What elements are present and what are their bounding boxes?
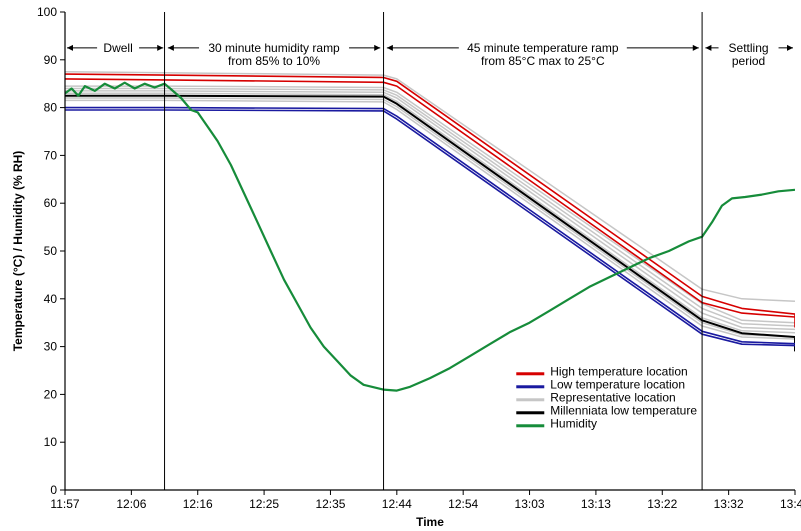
legend-label: Representative location — [550, 390, 675, 404]
x-tick-label: 13:03 — [515, 497, 545, 511]
x-tick-label: 12:25 — [249, 497, 279, 511]
chart-svg: 11:57 12:06 12:16 12:25 12:35 12:44 12:54 13:03… — [0, 0, 801, 531]
x-axis-label: Time — [416, 515, 444, 529]
annotation-text: Dwell — [103, 41, 132, 55]
y-tick-label: 60 — [44, 196, 58, 210]
y-tick-label: 10 — [44, 435, 58, 449]
annotation-text: Settling — [729, 41, 769, 55]
legend-swatch — [516, 424, 544, 427]
y-tick-label: 100 — [37, 5, 57, 19]
x-tick-label: 12:44 — [382, 497, 412, 511]
legend-swatch — [516, 385, 544, 388]
y-tick-label: 0 — [50, 483, 57, 497]
x-tick-label: 13:42 — [780, 497, 801, 511]
annotation-text: from 85% to 10% — [228, 54, 320, 68]
y-tick-label: 30 — [44, 340, 58, 354]
y-tick-label: 70 — [44, 148, 58, 162]
legend-label: Low temperature location — [550, 377, 685, 391]
x-tick-label: 12:06 — [116, 497, 146, 511]
x-tick-label: 12:16 — [183, 497, 213, 511]
y-tick-label: 80 — [44, 101, 58, 115]
annotation-text: 30 minute humidity ramp — [208, 41, 340, 55]
x-tick-label: 13:13 — [581, 497, 611, 511]
chart-container: 11:57 12:06 12:16 12:25 12:35 12:44 12:54 13:03… — [0, 0, 801, 531]
y-tick-label: 50 — [44, 244, 58, 258]
x-tick-label: 13:22 — [647, 497, 677, 511]
legend-label: Millenniata low temperature — [550, 403, 697, 417]
y-axis-label: Temperature (°C) / Humidity (% RH) — [11, 151, 25, 352]
legend-label: High temperature location — [550, 364, 687, 378]
x-tick-label: 12:54 — [448, 497, 478, 511]
x-tick-label: 11:57 — [50, 497, 79, 511]
legend-label: Humidity — [550, 416, 597, 430]
annotation-text: from 85°C max to 25°C — [481, 54, 605, 68]
y-tick-label: 90 — [44, 53, 58, 67]
legend-swatch — [516, 372, 544, 375]
x-tick-label: 12:35 — [315, 497, 345, 511]
annotation-text: period — [732, 54, 765, 68]
y-tick-label: 40 — [44, 292, 58, 306]
legend-swatch — [516, 411, 544, 414]
legend-swatch — [516, 398, 544, 401]
x-tick-label: 13:32 — [714, 497, 744, 511]
y-tick-label: 20 — [44, 387, 58, 401]
annotation-text: 45 minute temperature ramp — [467, 41, 619, 55]
